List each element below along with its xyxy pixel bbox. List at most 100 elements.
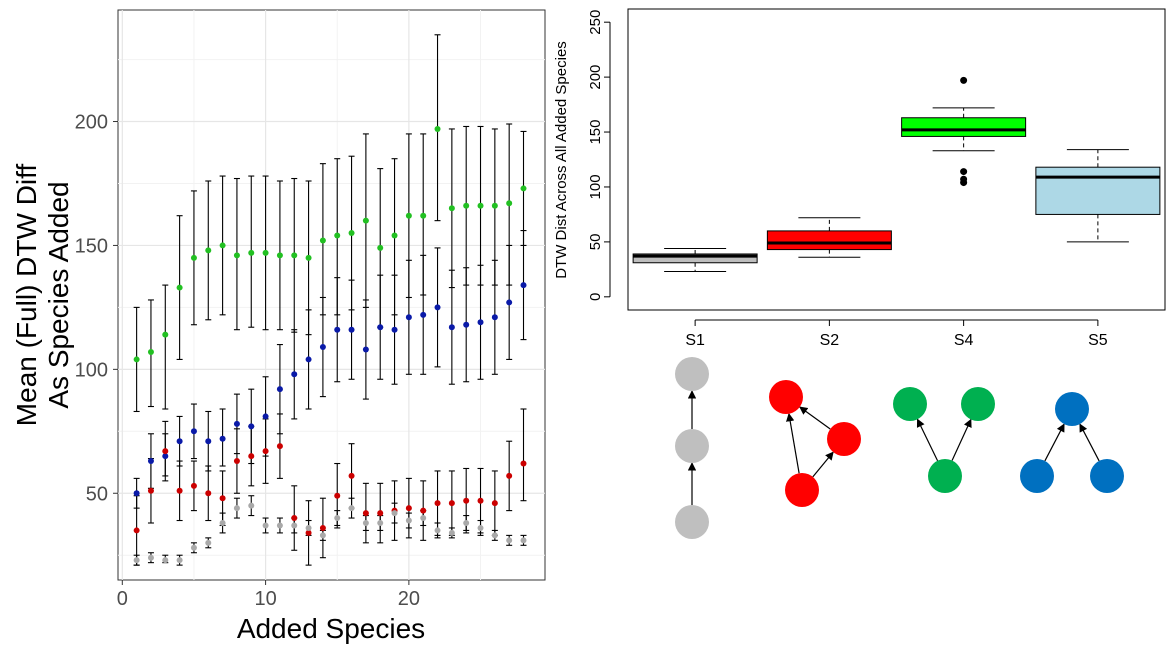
scatter-plot-area [117, 9, 546, 581]
point-S2 [362, 510, 369, 517]
point-S2 [405, 505, 412, 512]
point-S5 [305, 356, 312, 363]
graph-node-S4 [893, 387, 927, 421]
graph-edge-S4 [951, 418, 972, 461]
point-S4 [420, 212, 427, 219]
point-S1 [477, 524, 484, 531]
graph-node-S1 [675, 357, 709, 391]
point-S1 [506, 537, 513, 544]
point-S5 [147, 458, 154, 465]
network-diagrams [675, 357, 1124, 539]
boxplot-panel: 0 50 100 150 200 250 S1 S2 S4 S5 DTW Dist Across … [553, 8, 1166, 349]
y-tick-label: 150 [587, 120, 604, 145]
point-S5 [262, 413, 269, 420]
point-S5 [162, 453, 169, 460]
point-S4 [176, 284, 183, 291]
scatter-panel: 0 10 20 50 100 150 200 Added Species Mean (Ful… [11, 9, 546, 644]
point-S1 [334, 515, 341, 522]
box-S5 [1035, 166, 1161, 215]
point-S5 [362, 346, 369, 353]
point-S4 [162, 331, 169, 338]
point-S2 [334, 492, 341, 499]
point-S2 [448, 500, 455, 507]
point-S1 [291, 522, 298, 529]
point-S4 [448, 205, 455, 212]
point-S1 [391, 510, 398, 517]
outlier-S4 [960, 168, 968, 176]
box-S1 [632, 253, 758, 264]
box-S2 [766, 230, 892, 251]
point-S1 [248, 502, 255, 509]
graph-node-S2 [827, 422, 861, 456]
point-S5 [477, 319, 484, 326]
graph-edge-S2 [786, 412, 800, 474]
point-S5 [219, 435, 226, 442]
point-S1 [463, 520, 470, 526]
point-S1 [147, 554, 154, 561]
point-S4 [491, 202, 498, 209]
scatter-points [133, 125, 527, 564]
scatter-y-axis-label-line1: Mean (Full) DTW Diff [11, 164, 42, 427]
point-S2 [262, 448, 269, 455]
point-S1 [448, 529, 455, 536]
scatter-tick-labels: 0 10 20 50 100 150 200 [75, 112, 420, 610]
x-tick-label: 10 [254, 588, 276, 610]
point-S5 [348, 326, 355, 333]
point-S4 [520, 185, 527, 192]
point-S2 [176, 487, 183, 494]
point-S2 [506, 472, 513, 479]
point-S5 [190, 428, 197, 435]
point-S1 [162, 557, 169, 564]
point-S2 [520, 460, 527, 467]
point-S2 [147, 487, 154, 494]
point-S4 [147, 349, 154, 355]
y-tick-label: 100 [587, 174, 604, 199]
point-S5 [463, 321, 470, 328]
y-tick-label: 150 [75, 235, 108, 257]
point-S5 [233, 420, 240, 427]
point-S5 [420, 311, 427, 318]
point-S2 [348, 472, 355, 479]
point-S1 [190, 544, 197, 551]
y-tick-label: 50 [86, 483, 108, 505]
point-S1 [420, 515, 427, 522]
outlier-S4 [960, 179, 968, 187]
boxplot-boxes [632, 76, 1161, 273]
point-S1 [377, 520, 384, 526]
point-S5 [276, 386, 283, 393]
y-tick-label: 200 [587, 65, 604, 90]
point-S5 [405, 314, 412, 321]
boxplot-y-axis-label: DTW Dist Across All Added Species [553, 41, 570, 279]
point-S4 [248, 249, 255, 256]
point-S1 [176, 557, 183, 564]
graph-node-S5 [1020, 459, 1054, 493]
graph-node-S5 [1090, 459, 1124, 493]
point-S5 [334, 326, 341, 333]
point-S4 [463, 202, 470, 209]
x-tick-label: 20 [398, 588, 420, 610]
point-S2 [463, 497, 470, 504]
point-S4 [477, 202, 484, 209]
point-S2 [305, 529, 312, 536]
point-S5 [319, 344, 326, 351]
graph-node-S1 [675, 505, 709, 539]
point-S1 [491, 532, 498, 539]
y-tick-label: 50 [587, 234, 604, 251]
point-S4 [405, 212, 412, 219]
point-S5 [391, 326, 398, 333]
point-S1 [405, 517, 412, 524]
point-S4 [276, 252, 283, 259]
point-S2 [233, 458, 240, 465]
point-S5 [491, 314, 498, 321]
y-tick-label: 0 [587, 293, 604, 301]
graph-node-S2 [785, 473, 819, 507]
boxplot-axes: 0 50 100 150 200 250 S1 S2 S4 S5 [587, 10, 1108, 349]
outlier-S4 [960, 76, 968, 84]
point-S4 [391, 232, 398, 239]
x-tick-label: S1 [685, 332, 705, 349]
graph-edge-S5 [1079, 423, 1100, 462]
point-S1 [233, 505, 240, 512]
point-S2 [248, 453, 255, 460]
point-S2 [190, 482, 197, 489]
